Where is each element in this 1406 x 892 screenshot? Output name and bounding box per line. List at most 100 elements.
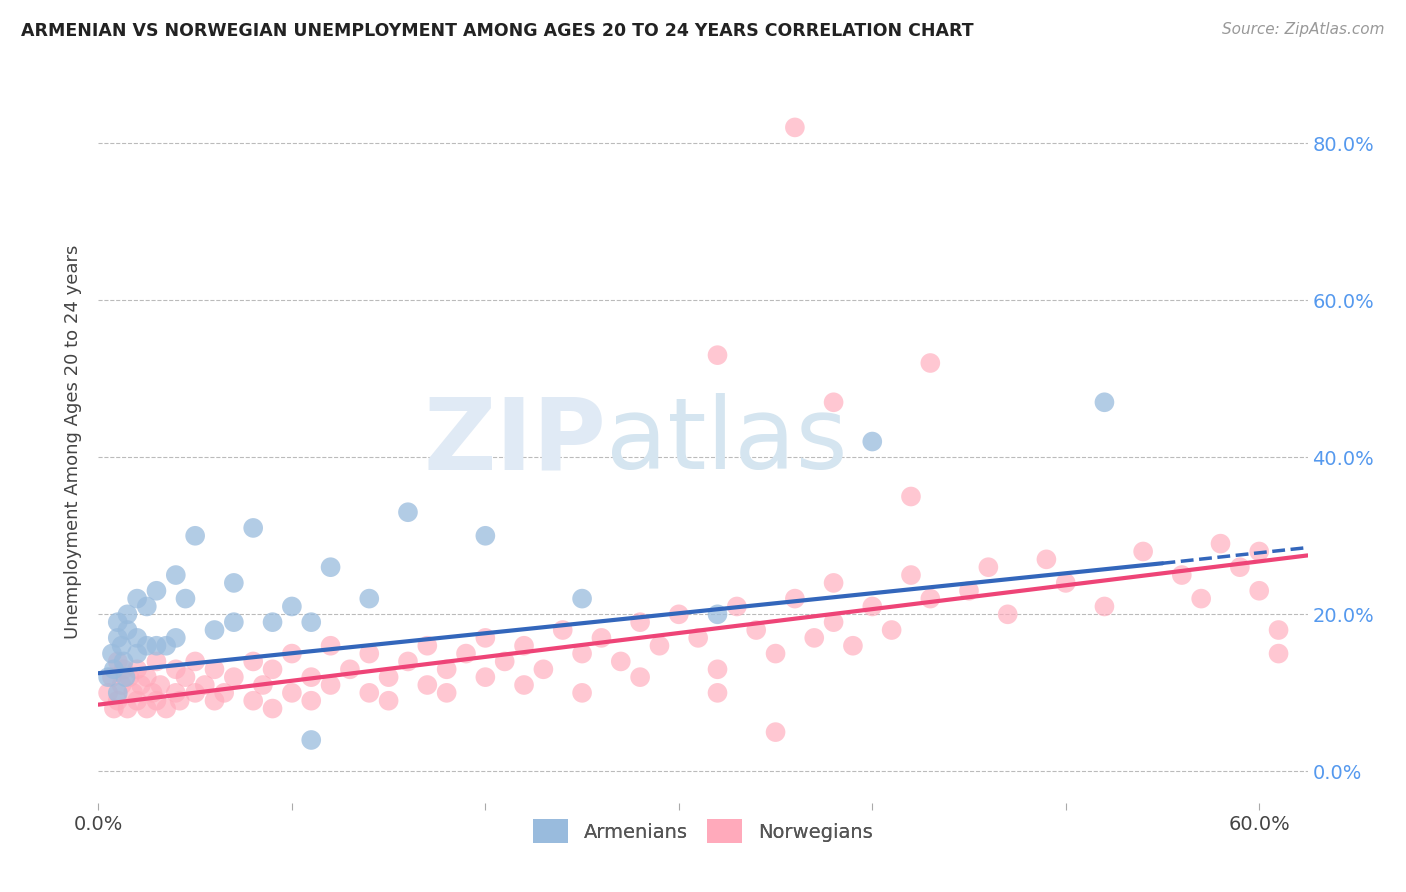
Point: [174, 670, 197, 684]
Point: [571, 647, 593, 661]
Point: [920, 591, 942, 606]
Point: [706, 607, 728, 622]
Point: [117, 607, 139, 622]
Point: [706, 348, 728, 362]
Point: [977, 560, 1000, 574]
Point: [1094, 599, 1116, 614]
Point: [127, 694, 149, 708]
Point: [97, 686, 120, 700]
Point: [222, 670, 245, 684]
Point: [591, 631, 613, 645]
Point: [1094, 395, 1116, 409]
Point: [107, 615, 129, 630]
Point: [628, 670, 651, 684]
Point: [142, 686, 165, 700]
Point: [900, 490, 922, 504]
Point: [1035, 552, 1057, 566]
Point: [860, 599, 883, 614]
Point: [610, 655, 633, 669]
Point: [725, 599, 748, 614]
Point: [359, 591, 381, 606]
Y-axis label: Unemployment Among Ages 20 to 24 years: Unemployment Among Ages 20 to 24 years: [65, 244, 83, 639]
Point: [416, 678, 439, 692]
Point: [155, 639, 177, 653]
Point: [319, 639, 342, 653]
Point: [165, 631, 187, 645]
Point: [242, 694, 264, 708]
Point: [107, 686, 129, 700]
Point: [122, 686, 145, 700]
Point: [135, 599, 157, 614]
Point: [145, 694, 167, 708]
Point: [112, 662, 135, 676]
Point: [281, 647, 304, 661]
Point: [111, 639, 134, 653]
Point: [299, 615, 322, 630]
Point: [1249, 583, 1271, 598]
Point: [118, 670, 141, 684]
Legend: Armenians, Norwegians: Armenians, Norwegians: [526, 812, 880, 851]
Point: [107, 631, 129, 645]
Point: [145, 639, 167, 653]
Point: [1132, 544, 1154, 558]
Point: [212, 686, 235, 700]
Point: [127, 591, 149, 606]
Point: [571, 686, 593, 700]
Point: [765, 647, 787, 661]
Point: [222, 575, 245, 590]
Point: [204, 623, 226, 637]
Point: [222, 615, 245, 630]
Point: [494, 655, 516, 669]
Point: [204, 662, 226, 676]
Point: [997, 607, 1019, 622]
Point: [474, 631, 496, 645]
Point: [1209, 536, 1232, 550]
Point: [900, 568, 922, 582]
Point: [129, 678, 152, 692]
Point: [127, 647, 149, 661]
Point: [165, 568, 187, 582]
Point: [101, 670, 124, 684]
Point: [103, 662, 125, 676]
Point: [513, 639, 536, 653]
Point: [281, 686, 304, 700]
Point: [377, 694, 399, 708]
Point: [299, 733, 322, 747]
Point: [117, 701, 139, 715]
Point: [184, 686, 207, 700]
Point: [745, 623, 768, 637]
Point: [531, 662, 554, 676]
Point: [1267, 647, 1289, 661]
Point: [319, 560, 342, 574]
Point: [194, 678, 217, 692]
Point: [127, 631, 149, 645]
Point: [339, 662, 361, 676]
Text: Source: ZipAtlas.com: Source: ZipAtlas.com: [1222, 22, 1385, 37]
Point: [97, 670, 120, 684]
Point: [145, 655, 167, 669]
Point: [860, 434, 883, 449]
Point: [396, 505, 419, 519]
Point: [1189, 591, 1212, 606]
Point: [262, 615, 284, 630]
Point: [135, 639, 157, 653]
Point: [359, 647, 381, 661]
Point: [823, 615, 845, 630]
Point: [436, 686, 458, 700]
Point: [628, 615, 651, 630]
Point: [262, 701, 284, 715]
Point: [377, 670, 399, 684]
Point: [1229, 560, 1251, 574]
Point: [184, 529, 207, 543]
Point: [149, 678, 172, 692]
Point: [112, 655, 135, 669]
Point: [299, 670, 322, 684]
Point: [436, 662, 458, 676]
Point: [474, 529, 496, 543]
Point: [416, 639, 439, 653]
Point: [299, 694, 322, 708]
Text: ARMENIAN VS NORWEGIAN UNEMPLOYMENT AMONG AGES 20 TO 24 YEARS CORRELATION CHART: ARMENIAN VS NORWEGIAN UNEMPLOYMENT AMONG…: [21, 22, 974, 40]
Point: [107, 655, 129, 669]
Point: [571, 591, 593, 606]
Point: [1267, 623, 1289, 637]
